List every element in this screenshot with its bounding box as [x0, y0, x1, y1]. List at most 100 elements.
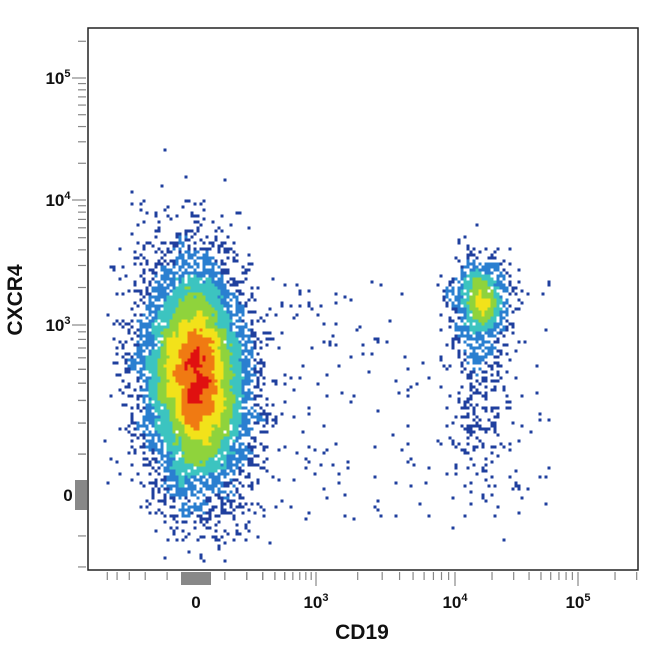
- event-dot: [493, 424, 497, 428]
- event-dot: [208, 412, 212, 416]
- event-dot: [235, 532, 239, 536]
- event-dot: [187, 349, 191, 353]
- event-dot: [187, 343, 191, 347]
- event-dot: [136, 343, 140, 347]
- event-dot: [211, 292, 215, 296]
- event-dot: [190, 352, 194, 356]
- event-dot: [148, 367, 152, 371]
- event-dot: [481, 319, 485, 323]
- event-dot: [166, 451, 170, 455]
- event-dot: [184, 460, 188, 464]
- event-dot: [172, 397, 176, 401]
- event-dot: [184, 175, 188, 179]
- event-dot: [493, 250, 497, 254]
- event-dot: [220, 268, 224, 272]
- event-dot: [466, 427, 470, 431]
- event-dot: [193, 430, 197, 434]
- event-dot: [121, 319, 125, 323]
- event-dot: [163, 466, 167, 470]
- event-dot: [487, 340, 491, 344]
- event-dot: [196, 394, 200, 398]
- event-dot: [406, 388, 410, 392]
- event-dot: [490, 313, 494, 317]
- event-dot: [481, 280, 485, 284]
- event-dot: [187, 433, 191, 437]
- event-dot: [478, 319, 482, 323]
- event-dot: [160, 349, 164, 353]
- event-dot: [211, 433, 215, 437]
- event-dot: [241, 310, 245, 314]
- event-dot: [163, 415, 167, 419]
- event-dot: [208, 403, 212, 407]
- event-dot: [172, 367, 176, 371]
- event-dot: [247, 484, 251, 488]
- event-dot: [226, 235, 230, 239]
- event-dot: [490, 325, 494, 329]
- event-dot: [214, 529, 218, 533]
- event-dot: [220, 307, 224, 311]
- event-dot: [220, 337, 224, 341]
- event-dot: [163, 286, 167, 290]
- event-dot: [439, 385, 443, 389]
- event-dot: [217, 358, 221, 362]
- event-dot: [484, 463, 488, 467]
- event-dot: [466, 406, 470, 410]
- event-dot: [208, 310, 212, 314]
- event-dot: [463, 301, 467, 305]
- event-dot: [154, 403, 158, 407]
- event-dot: [184, 391, 188, 395]
- event-dot: [229, 277, 233, 281]
- event-dot: [214, 406, 218, 410]
- event-dot: [211, 364, 215, 368]
- event-dot: [169, 472, 173, 476]
- event-dot: [391, 433, 395, 437]
- event-dot: [241, 433, 245, 437]
- event-dot: [220, 415, 224, 419]
- event-dot: [466, 307, 470, 311]
- event-dot: [235, 415, 239, 419]
- event-dot: [196, 397, 200, 401]
- event-dot: [181, 256, 185, 260]
- event-dot: [181, 274, 185, 278]
- event-dot: [469, 334, 473, 338]
- event-dot: [502, 259, 506, 263]
- event-dot: [163, 454, 167, 458]
- event-dot: [178, 400, 182, 404]
- event-dot: [169, 328, 173, 332]
- event-dot: [211, 463, 215, 467]
- event-dot: [214, 229, 218, 233]
- event-dot: [202, 460, 206, 464]
- event-dot: [160, 376, 164, 380]
- event-dot: [223, 406, 227, 410]
- event-dot: [484, 406, 488, 410]
- data-points: [103, 148, 551, 563]
- event-dot: [250, 451, 254, 455]
- event-dot: [199, 307, 203, 311]
- event-dot: [151, 406, 155, 410]
- event-dot: [187, 352, 191, 356]
- event-dot: [145, 259, 149, 263]
- event-dot: [178, 247, 182, 251]
- event-dot: [466, 256, 470, 260]
- event-dot: [232, 403, 236, 407]
- event-dot: [151, 403, 155, 407]
- event-dot: [136, 346, 140, 350]
- event-dot: [190, 382, 194, 386]
- event-dot: [184, 343, 188, 347]
- event-dot: [232, 409, 236, 413]
- event-dot: [499, 316, 503, 320]
- event-dot: [166, 325, 170, 329]
- event-dot: [142, 430, 146, 434]
- event-dot: [226, 295, 230, 299]
- event-dot: [508, 406, 512, 410]
- event-dot: [229, 313, 233, 317]
- event-dot: [223, 241, 227, 245]
- event-dot: [202, 313, 206, 317]
- event-dot: [184, 271, 188, 275]
- event-dot: [166, 382, 170, 386]
- event-dot: [199, 460, 203, 464]
- event-dot: [316, 313, 320, 317]
- event-dot: [214, 361, 218, 365]
- event-dot: [226, 364, 230, 368]
- event-dot: [208, 247, 212, 251]
